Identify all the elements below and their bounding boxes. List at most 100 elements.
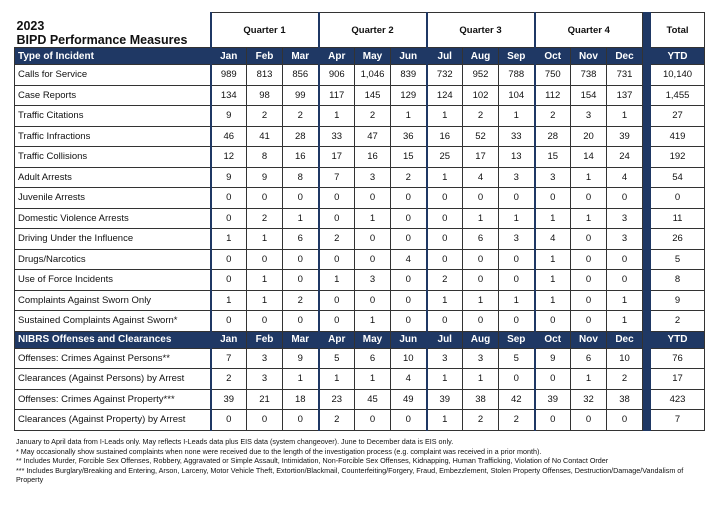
month-value: 16 [282,146,319,168]
month-value: 1 [354,310,391,332]
month-value: 1 [246,269,283,291]
month-value: 0 [462,248,499,270]
separator [642,84,652,106]
month-value: 2 [605,368,644,390]
data-row: Offenses: Crimes Against Property*** 39 21… [14,388,706,410]
month-value: 4 [533,228,571,250]
month-value: 1,046 [354,64,391,86]
month-value: 1 [425,289,463,311]
footnote: ** Includes Murder, Forcible Sex Offense… [16,456,609,466]
separator [642,166,652,188]
quarter-header: Quarter 1 [209,12,319,48]
month-value: 1 [498,105,535,127]
month-value: 1 [498,207,535,229]
month-value: 38 [605,388,644,410]
month-value: 1 [282,207,319,229]
month-value: 41 [246,125,283,147]
month-value: 0 [533,409,571,431]
section-header: Type of Incident [14,47,211,65]
ytd-value: 54 [650,166,706,188]
month-value: 17 [462,146,499,168]
section-header: NIBRS Offenses and Clearances [14,330,211,349]
month-value: 788 [498,64,535,86]
month-value: 6 [462,228,499,250]
month-value: 813 [246,64,283,86]
month-value: 39 [209,388,247,410]
month-value: 28 [533,125,571,147]
quarter-header: Quarter 2 [317,12,427,48]
month-value: 10 [390,347,427,369]
month-value: 0 [605,187,644,209]
month-value: 1 [605,289,644,311]
ytd-value: 423 [650,388,706,410]
month-header: May [354,330,391,349]
month-value: 952 [462,64,499,86]
data-row: Clearances (Against Persons) by Arrest 2 3… [14,368,706,390]
month-value: 39 [533,388,571,410]
month-value: 1 [317,368,355,390]
month-header: Aug [462,47,499,65]
month-value: 47 [354,125,391,147]
row-label: Drugs/Narcotics [14,248,211,270]
ytd-value: 9 [650,289,706,311]
ytd-value: 8 [650,269,706,291]
month-value: 0 [462,269,499,291]
row-label: Calls for Service [14,64,211,86]
month-value: 989 [209,64,247,86]
month-value: 3 [498,228,535,250]
month-value: 23 [317,388,355,410]
month-header: Jun [390,47,427,65]
month-value: 39 [425,388,463,410]
month-header: Mar [282,330,319,349]
data-row: Clearances (Against Property) by Arrest 0… [14,409,706,431]
month-header: Jul [425,47,463,65]
month-value: 0 [570,228,607,250]
row-label: Traffic Collisions [14,146,211,168]
month-value: 1 [317,269,355,291]
separator [642,330,652,349]
month-value: 129 [390,84,427,106]
month-value: 0 [317,248,355,270]
month-value: 16 [425,125,463,147]
month-value: 124 [425,84,463,106]
month-value: 3 [246,347,283,369]
month-value: 839 [390,64,427,86]
month-value: 42 [498,388,535,410]
month-value: 15 [533,146,571,168]
month-value: 0 [570,409,607,431]
row-label: Driving Under the Influence [14,228,211,250]
month-value: 0 [246,248,283,270]
month-value: 1 [282,368,319,390]
month-value: 1 [425,105,463,127]
data-row: Traffic Collisions 12 8 16 17 16 15 25 17 13 15 14 2… [14,146,706,168]
month-value: 0 [533,368,571,390]
report-title: 2023 BIPD Performance Measures [15,13,211,48]
row-label: Clearances (Against Property) by Arrest [14,409,211,431]
month-value: 134 [209,84,247,106]
month-value: 4 [605,166,644,188]
month-value: 0 [390,409,427,431]
month-value: 0 [354,409,391,431]
month-value: 2 [246,207,283,229]
month-header: Nov [570,330,607,349]
month-value: 0 [317,187,355,209]
month-header: Sep [498,47,535,65]
month-value: 1 [533,269,571,291]
footnotes: January to April data from I-Leads only.… [16,437,706,485]
month-value: 732 [425,64,463,86]
month-value: 9 [533,347,571,369]
month-value: 1 [462,289,499,311]
month-value: 0 [605,248,644,270]
month-header: Aug [462,330,499,349]
data-row: Complaints Against Sworn Only 1 1 2 0 0 0 1 1 1 1 0… [14,289,706,311]
month-value: 906 [317,64,355,86]
month-value: 3 [354,269,391,291]
month-value: 0 [425,310,463,332]
month-value: 1 [570,207,607,229]
month-value: 1 [462,207,499,229]
separator [642,125,652,147]
row-label: Traffic Citations [14,105,211,127]
month-value: 2 [282,289,319,311]
month-value: 2 [462,105,499,127]
